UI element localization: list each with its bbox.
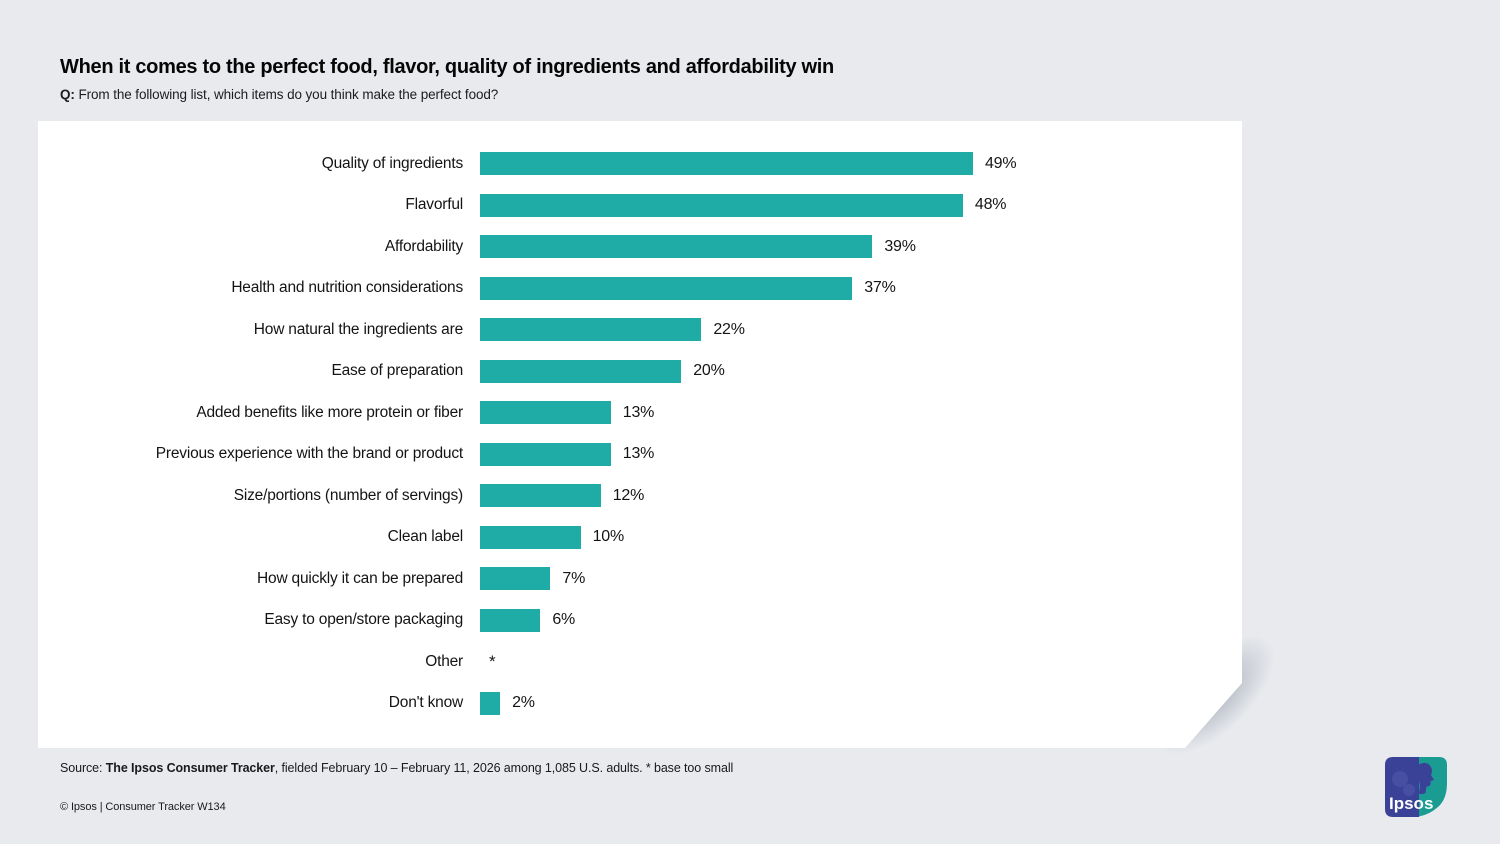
category-label: Quality of ingredients: [321, 154, 463, 172]
category-label: Flavorful: [405, 196, 463, 214]
chart-row: Ease of preparation 20%: [38, 351, 1242, 393]
category-label: Added benefits like more protein or fibe…: [196, 403, 463, 421]
chart-header: When it comes to the perfect food, flavo…: [60, 56, 834, 102]
bar-zone: 12%: [480, 475, 1242, 517]
chart-row: How quickly it can be prepared 7%: [38, 558, 1242, 600]
question-prefix: Q:: [60, 87, 75, 102]
bar: [480, 692, 500, 715]
bar: [480, 484, 601, 507]
page-title: When it comes to the perfect food, flavo…: [60, 56, 834, 78]
value-label: 37%: [864, 279, 896, 297]
value-label: 2%: [512, 694, 535, 712]
bar-zone: 13%: [480, 392, 1242, 434]
category-label: Health and nutrition considerations: [231, 279, 463, 297]
chart-row: Other *: [38, 641, 1242, 683]
category-label: Clean label: [387, 528, 463, 546]
category-label: Ease of preparation: [331, 362, 463, 380]
copyright-line: © Ipsos | Consumer Tracker W134: [60, 801, 226, 813]
bar: [480, 152, 973, 175]
chart-row: Affordability 39%: [38, 226, 1242, 268]
survey-question: Q: From the following list, which items …: [60, 87, 834, 102]
value-label: 39%: [884, 237, 916, 255]
logo-foliage: [1403, 784, 1415, 796]
bar: [480, 194, 963, 217]
chart-row: Don't know 2%: [38, 683, 1242, 725]
bar-zone: 37%: [480, 268, 1242, 310]
bar: [480, 360, 681, 383]
bar-zone: 10%: [480, 517, 1242, 559]
chart-row: Quality of ingredients 49%: [38, 143, 1242, 185]
bar: [480, 401, 611, 424]
value-label: 48%: [974, 196, 1007, 214]
category-label: How quickly it can be prepared: [257, 569, 463, 587]
bar: [480, 235, 872, 258]
chart-row: Flavorful 48%: [38, 185, 1242, 227]
value-label: 12%: [612, 486, 645, 504]
value-label: 13%: [622, 403, 655, 421]
value-label: 7%: [562, 569, 586, 587]
chart-row: Health and nutrition considerations 37%: [38, 268, 1242, 310]
chart-row: Easy to open/store packaging 6%: [38, 600, 1242, 642]
category-label: Affordability: [384, 237, 463, 255]
chart-row: Previous experience with the brand or pr…: [38, 434, 1242, 476]
bar-zone: *: [480, 641, 1242, 683]
bar-zone: 2%: [480, 683, 1242, 725]
chart-card: Quality of ingredients 49% Flavorful 48% Aff…: [38, 121, 1242, 748]
source-prefix: Source:: [60, 761, 106, 775]
category-label: Other: [425, 652, 463, 670]
bar-zone: 22%: [480, 309, 1242, 351]
bar-zone: 39%: [480, 226, 1242, 268]
value-label: 20%: [693, 362, 725, 380]
bar-zone: 20%: [480, 351, 1242, 393]
source-name: The Ipsos Consumer Tracker: [105, 761, 275, 775]
chart-row: Clean label 10%: [38, 517, 1242, 559]
bar: [480, 318, 701, 341]
question-text: From the following list, which items do …: [74, 87, 499, 102]
source-note: Source: The Ipsos Consumer Tracker, fiel…: [60, 761, 733, 775]
category-label: Previous experience with the brand or pr…: [155, 445, 463, 463]
bar: [480, 443, 611, 466]
value-label: 13%: [622, 445, 655, 463]
chart-row: How natural the ingredients are 22%: [38, 309, 1242, 351]
logo-face-silhouette: [1416, 762, 1434, 795]
value-label: *: [489, 651, 496, 671]
category-label: Don't know: [388, 694, 463, 712]
logo-blue-panel: [1385, 757, 1419, 817]
bar-zone: 7%: [480, 558, 1242, 600]
category-label: How natural the ingredients are: [253, 320, 463, 338]
bar: [480, 567, 550, 590]
logo-foliage: [1392, 771, 1408, 787]
bar-zone: 6%: [480, 600, 1242, 642]
chart-row: Size/portions (number of servings) 12%: [38, 475, 1242, 517]
category-label: Size/portions (number of servings): [233, 486, 463, 504]
bar-zone: 13%: [480, 434, 1242, 476]
category-label: Easy to open/store packaging: [264, 611, 463, 629]
chart-row: Added benefits like more protein or fibe…: [38, 392, 1242, 434]
value-label: 49%: [984, 154, 1017, 172]
value-label: 22%: [713, 320, 745, 338]
bar: [480, 526, 581, 549]
bar-zone: 49%: [480, 143, 1242, 185]
bar-zone: 48%: [480, 185, 1242, 227]
logo-wordmark: Ipsos: [1389, 794, 1433, 813]
source-details: , fielded February 10 – February 11, 202…: [274, 761, 734, 775]
value-label: 10%: [592, 528, 625, 546]
chart-rows: Quality of ingredients 49% Flavorful 48% Aff…: [38, 121, 1242, 724]
bar: [480, 609, 540, 632]
bar: [480, 277, 852, 300]
value-label: 6%: [552, 611, 576, 629]
ipsos-logo: Ipsos: [1385, 757, 1447, 817]
